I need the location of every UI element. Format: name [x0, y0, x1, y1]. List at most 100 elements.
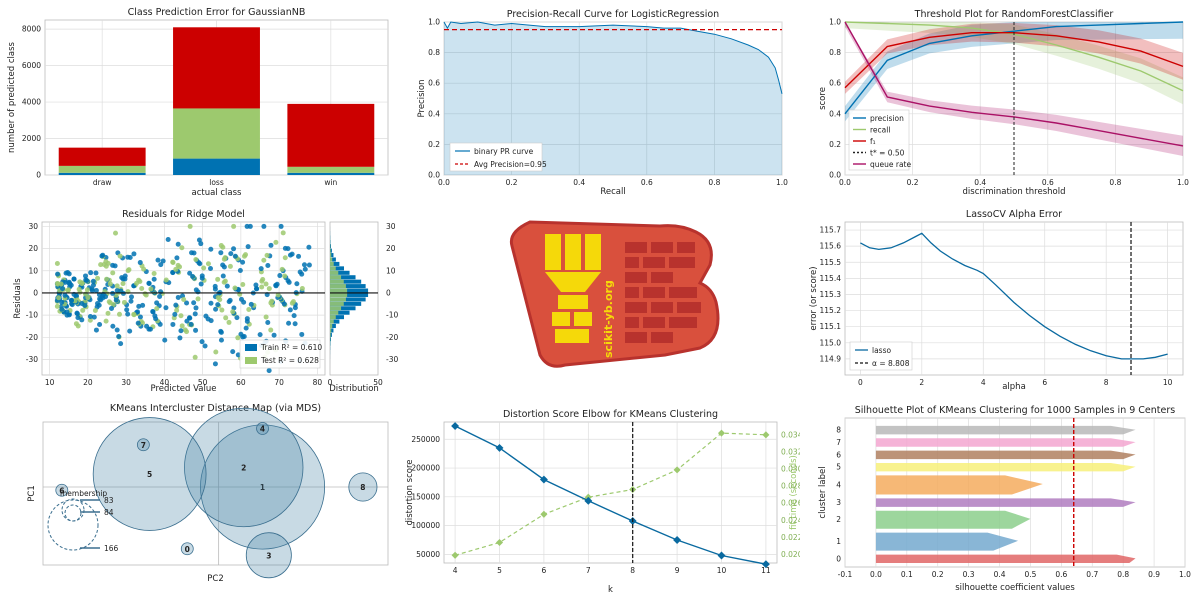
test-point: [178, 313, 184, 319]
x-tick-label: 40: [160, 378, 170, 387]
y-tick-label: 0.4: [428, 109, 440, 118]
hist-y-tick-label: 20: [386, 244, 396, 253]
y-tick-label: 115.7: [820, 226, 842, 235]
y-axis-label: distortion score: [405, 459, 415, 525]
test-point: [192, 354, 198, 360]
test-point: [117, 253, 123, 259]
x-tick-label: 11: [761, 566, 771, 575]
train-point: [190, 274, 196, 280]
train-point: [88, 270, 94, 276]
train-point: [248, 301, 254, 307]
y-tick-label: 20: [28, 244, 38, 253]
hist-bar-test: [330, 253, 332, 258]
hist-bar-test: [330, 261, 334, 266]
y-tick-label: 250000: [411, 435, 440, 444]
test-point: [226, 319, 232, 325]
x-tick-label: 0.6: [1055, 570, 1067, 579]
train-point: [215, 302, 221, 308]
train-point: [87, 314, 93, 320]
y2-tick-label: 0.028: [781, 482, 800, 491]
cluster-3-circle: [245, 532, 292, 579]
train-point: [165, 236, 171, 242]
y-axis-label: number of predicted class: [7, 41, 17, 152]
y-tick-label: 0.4: [829, 109, 841, 118]
train-point: [90, 278, 96, 284]
x-tick-label: 5: [497, 566, 502, 575]
train-point: [137, 314, 143, 320]
y2-tick-label: 0.030: [781, 465, 800, 474]
chart-title: Precision-Recall Curve for LogisticRegre…: [507, 9, 719, 20]
y-tick-label: 2000: [22, 134, 41, 143]
legend-box: [848, 109, 910, 171]
pr-curve: [443, 21, 783, 95]
train-point: [193, 287, 199, 293]
y-tick-label: 0.8: [829, 48, 841, 57]
hist-bar-train: [330, 332, 332, 337]
test-point: [134, 280, 140, 286]
train-point: [291, 313, 297, 319]
train-point: [146, 280, 152, 286]
test-point: [219, 307, 225, 313]
train-point: [125, 254, 131, 260]
legend-title: membership: [60, 489, 107, 498]
train-point: [278, 223, 284, 229]
x-tick-label: 0.4: [974, 178, 986, 187]
train-point: [240, 259, 246, 265]
test-point: [182, 327, 188, 333]
test-point: [201, 265, 207, 271]
hist-bar-train: [330, 301, 362, 306]
train-point: [203, 313, 209, 319]
x-tick-label: 9: [675, 566, 680, 575]
test-point: [174, 307, 180, 313]
train-point: [137, 260, 143, 266]
lasso-line: [860, 232, 1168, 360]
train-point: [257, 332, 263, 338]
train-point: [191, 300, 197, 306]
hist-bar-train: [330, 244, 331, 249]
test-point: [246, 306, 252, 312]
y-tick-label: 0: [36, 171, 41, 180]
cluster-4-circle: [256, 422, 269, 435]
test-point: [268, 327, 274, 333]
logo: scikit-yb.org: [509, 220, 720, 368]
test-point: [170, 259, 176, 265]
legend-swatch-test: [245, 357, 257, 364]
y-tick-label: 3: [836, 498, 841, 507]
train-point: [150, 309, 156, 315]
train-point: [187, 270, 193, 276]
train-point: [74, 310, 80, 316]
x-axis-label: PC2: [207, 574, 223, 584]
silhouette-cluster-7: [875, 438, 1136, 447]
test-point: [261, 257, 267, 263]
hist-bar-test: [330, 279, 344, 284]
test-point: [230, 309, 236, 315]
train-point: [79, 317, 85, 323]
series-line-3: [844, 21, 1184, 147]
train-point: [237, 267, 243, 273]
x-tick-label: 8: [1104, 378, 1109, 387]
hist-x-label: Distribution: [329, 384, 379, 394]
train-point: [127, 328, 133, 334]
y-tick-label: -30: [26, 355, 38, 364]
test-point: [77, 279, 83, 285]
train-point: [97, 296, 103, 302]
y-tick-label: 1.0: [829, 18, 841, 27]
test-point: [275, 292, 281, 298]
hist-bar-train: [330, 297, 366, 302]
threshold-plot-chart: Threshold Plot for RandomForestClassifie…: [818, 9, 1189, 197]
silhouette-cluster-0: [875, 554, 1136, 563]
train-point: [224, 283, 230, 289]
x-tick-label: 0.2: [907, 178, 919, 187]
logo-shape: [509, 220, 720, 368]
x-tick-label: 2: [919, 378, 924, 387]
legend-entry: lasso: [872, 346, 891, 355]
y-tick-label: 0.0: [428, 171, 440, 180]
test-point: [266, 286, 272, 292]
test-point: [215, 295, 221, 301]
train-point: [112, 263, 118, 269]
pr-area: [444, 22, 782, 175]
train-point: [144, 323, 150, 329]
y-tick-label: 0.2: [829, 140, 841, 149]
y-tick-label: 5: [836, 463, 841, 472]
test-point: [260, 277, 266, 283]
